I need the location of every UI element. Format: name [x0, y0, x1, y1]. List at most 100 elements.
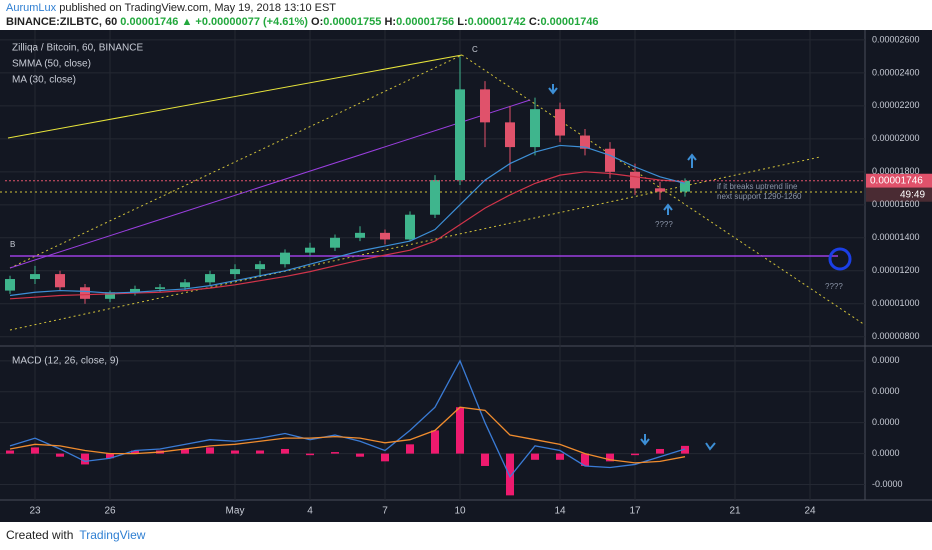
- arrow: [640, 434, 650, 446]
- legend-entry: MA (30, close): [12, 75, 76, 86]
- x-tick-label: 10: [454, 506, 466, 517]
- y-tick-label: 0.0000: [872, 448, 900, 458]
- arrow: [705, 442, 716, 451]
- histogram-bar: [56, 453, 64, 457]
- line-series: [9, 406, 686, 464]
- y-tick-label: -0.0000: [872, 479, 903, 489]
- candle-body: [5, 279, 15, 291]
- histogram-bar: [456, 407, 464, 454]
- countdown-box: [866, 187, 932, 202]
- y-tick-label: 0.0000: [872, 417, 900, 427]
- last-price-box: [866, 173, 932, 188]
- histogram-bar: [406, 444, 414, 454]
- candle-body: [180, 282, 190, 288]
- histogram-bar: [231, 450, 239, 454]
- arrow: [548, 84, 558, 95]
- x-tick-label: May: [226, 506, 245, 517]
- histogram-bar: [81, 453, 89, 465]
- x-tick-label: 7: [382, 506, 388, 517]
- histogram-bar: [31, 447, 39, 454]
- annotation: B: [10, 240, 15, 249]
- chart-background: [0, 30, 932, 522]
- histogram-bar: [331, 452, 339, 454]
- candle-body: [130, 288, 140, 293]
- trend-line: [7, 54, 463, 139]
- annotation: next support 1290-1260: [717, 192, 802, 201]
- candle-body: [255, 264, 265, 270]
- y-tick-label: 0.00000800: [872, 331, 920, 341]
- candle-body: [105, 292, 115, 299]
- histogram-bar: [6, 450, 14, 454]
- histogram-bar: [281, 448, 289, 454]
- candle-body: [630, 171, 640, 189]
- candle-body: [680, 180, 690, 192]
- y-tick-label: 0.00002600: [872, 34, 920, 44]
- histogram-bar: [656, 448, 664, 454]
- x-tick-label: 14: [554, 506, 566, 517]
- x-tick-label: 24: [804, 506, 816, 517]
- candle-body: [205, 274, 215, 283]
- candle-body: [280, 252, 290, 265]
- candle-body: [455, 89, 465, 181]
- y-tick-label: 0.00002000: [872, 133, 920, 143]
- candle-body: [30, 274, 40, 280]
- candle-body: [430, 180, 440, 215]
- trend-line: [9, 99, 531, 269]
- brand[interactable]: TradingView: [79, 528, 146, 542]
- chart-title: MACD (12, 26, close, 9): [12, 356, 119, 367]
- histogram-bar: [581, 453, 589, 466]
- close: 0.00001746: [540, 16, 599, 28]
- published: published on TradingView.com, May 19, 20…: [59, 2, 337, 14]
- low: 0.00001742: [467, 16, 526, 28]
- marks: [5, 56, 932, 496]
- candle-body: [605, 148, 615, 172]
- y-tick-label: 0.00001800: [872, 166, 920, 176]
- annotation: if it breaks uptrend line: [717, 182, 798, 191]
- annotation: ????: [825, 282, 843, 291]
- histogram-bar: [506, 453, 514, 496]
- candle-body: [80, 287, 90, 299]
- candle-body: [555, 109, 565, 136]
- grid: [0, 30, 865, 500]
- h-label: H:: [384, 16, 397, 28]
- arrow: [687, 153, 697, 168]
- histogram-bar: [481, 453, 489, 466]
- y-tick-label: 0.00001600: [872, 199, 920, 209]
- x-tick-label: 26: [104, 506, 116, 517]
- author[interactable]: AurumLux: [6, 2, 57, 14]
- y-tick-label: 0.00001000: [872, 298, 920, 308]
- histogram-bar: [631, 453, 639, 456]
- line-series: [9, 359, 686, 479]
- chart-title: Zilliqa / Bitcoin, 60, BINANCE: [12, 43, 143, 54]
- histogram-bar: [206, 447, 214, 454]
- created: Created with: [6, 528, 74, 542]
- candle-body: [380, 232, 390, 240]
- last-price-label: 0.00001746: [870, 175, 923, 186]
- candle-body: [55, 274, 65, 288]
- histogram-bar: [431, 430, 439, 454]
- header: AurumLux published on TradingView.com, M…: [0, 0, 932, 30]
- candle-body: [505, 122, 515, 148]
- countdown: 49:49: [900, 189, 925, 200]
- histogram-bar: [356, 453, 364, 457]
- arrow: [663, 203, 673, 215]
- y-tick-label: 0.0000: [872, 386, 900, 396]
- annotation: C: [472, 45, 478, 54]
- price: 0.00001746: [120, 16, 179, 28]
- symbol: BINANCE:ZILBTC, 60: [6, 16, 118, 28]
- annotation: ????: [655, 220, 673, 229]
- y-tick-label: 0.0000: [872, 355, 900, 365]
- histogram-bar: [606, 453, 614, 462]
- quote-line: BINANCE:ZILBTC, 60 0.00001746 ▲ +0.00000…: [6, 16, 599, 28]
- histogram-bar: [681, 445, 689, 454]
- x-tick-label: 23: [29, 506, 41, 517]
- histogram-bar: [306, 453, 314, 456]
- footer: Created with TradingView: [6, 528, 145, 542]
- line-series: [9, 144, 686, 297]
- histogram-bar: [106, 453, 114, 459]
- candle-body: [480, 89, 490, 123]
- c-label: C:: [528, 16, 541, 28]
- candle-body: [155, 287, 165, 289]
- candle-body: [305, 247, 315, 253]
